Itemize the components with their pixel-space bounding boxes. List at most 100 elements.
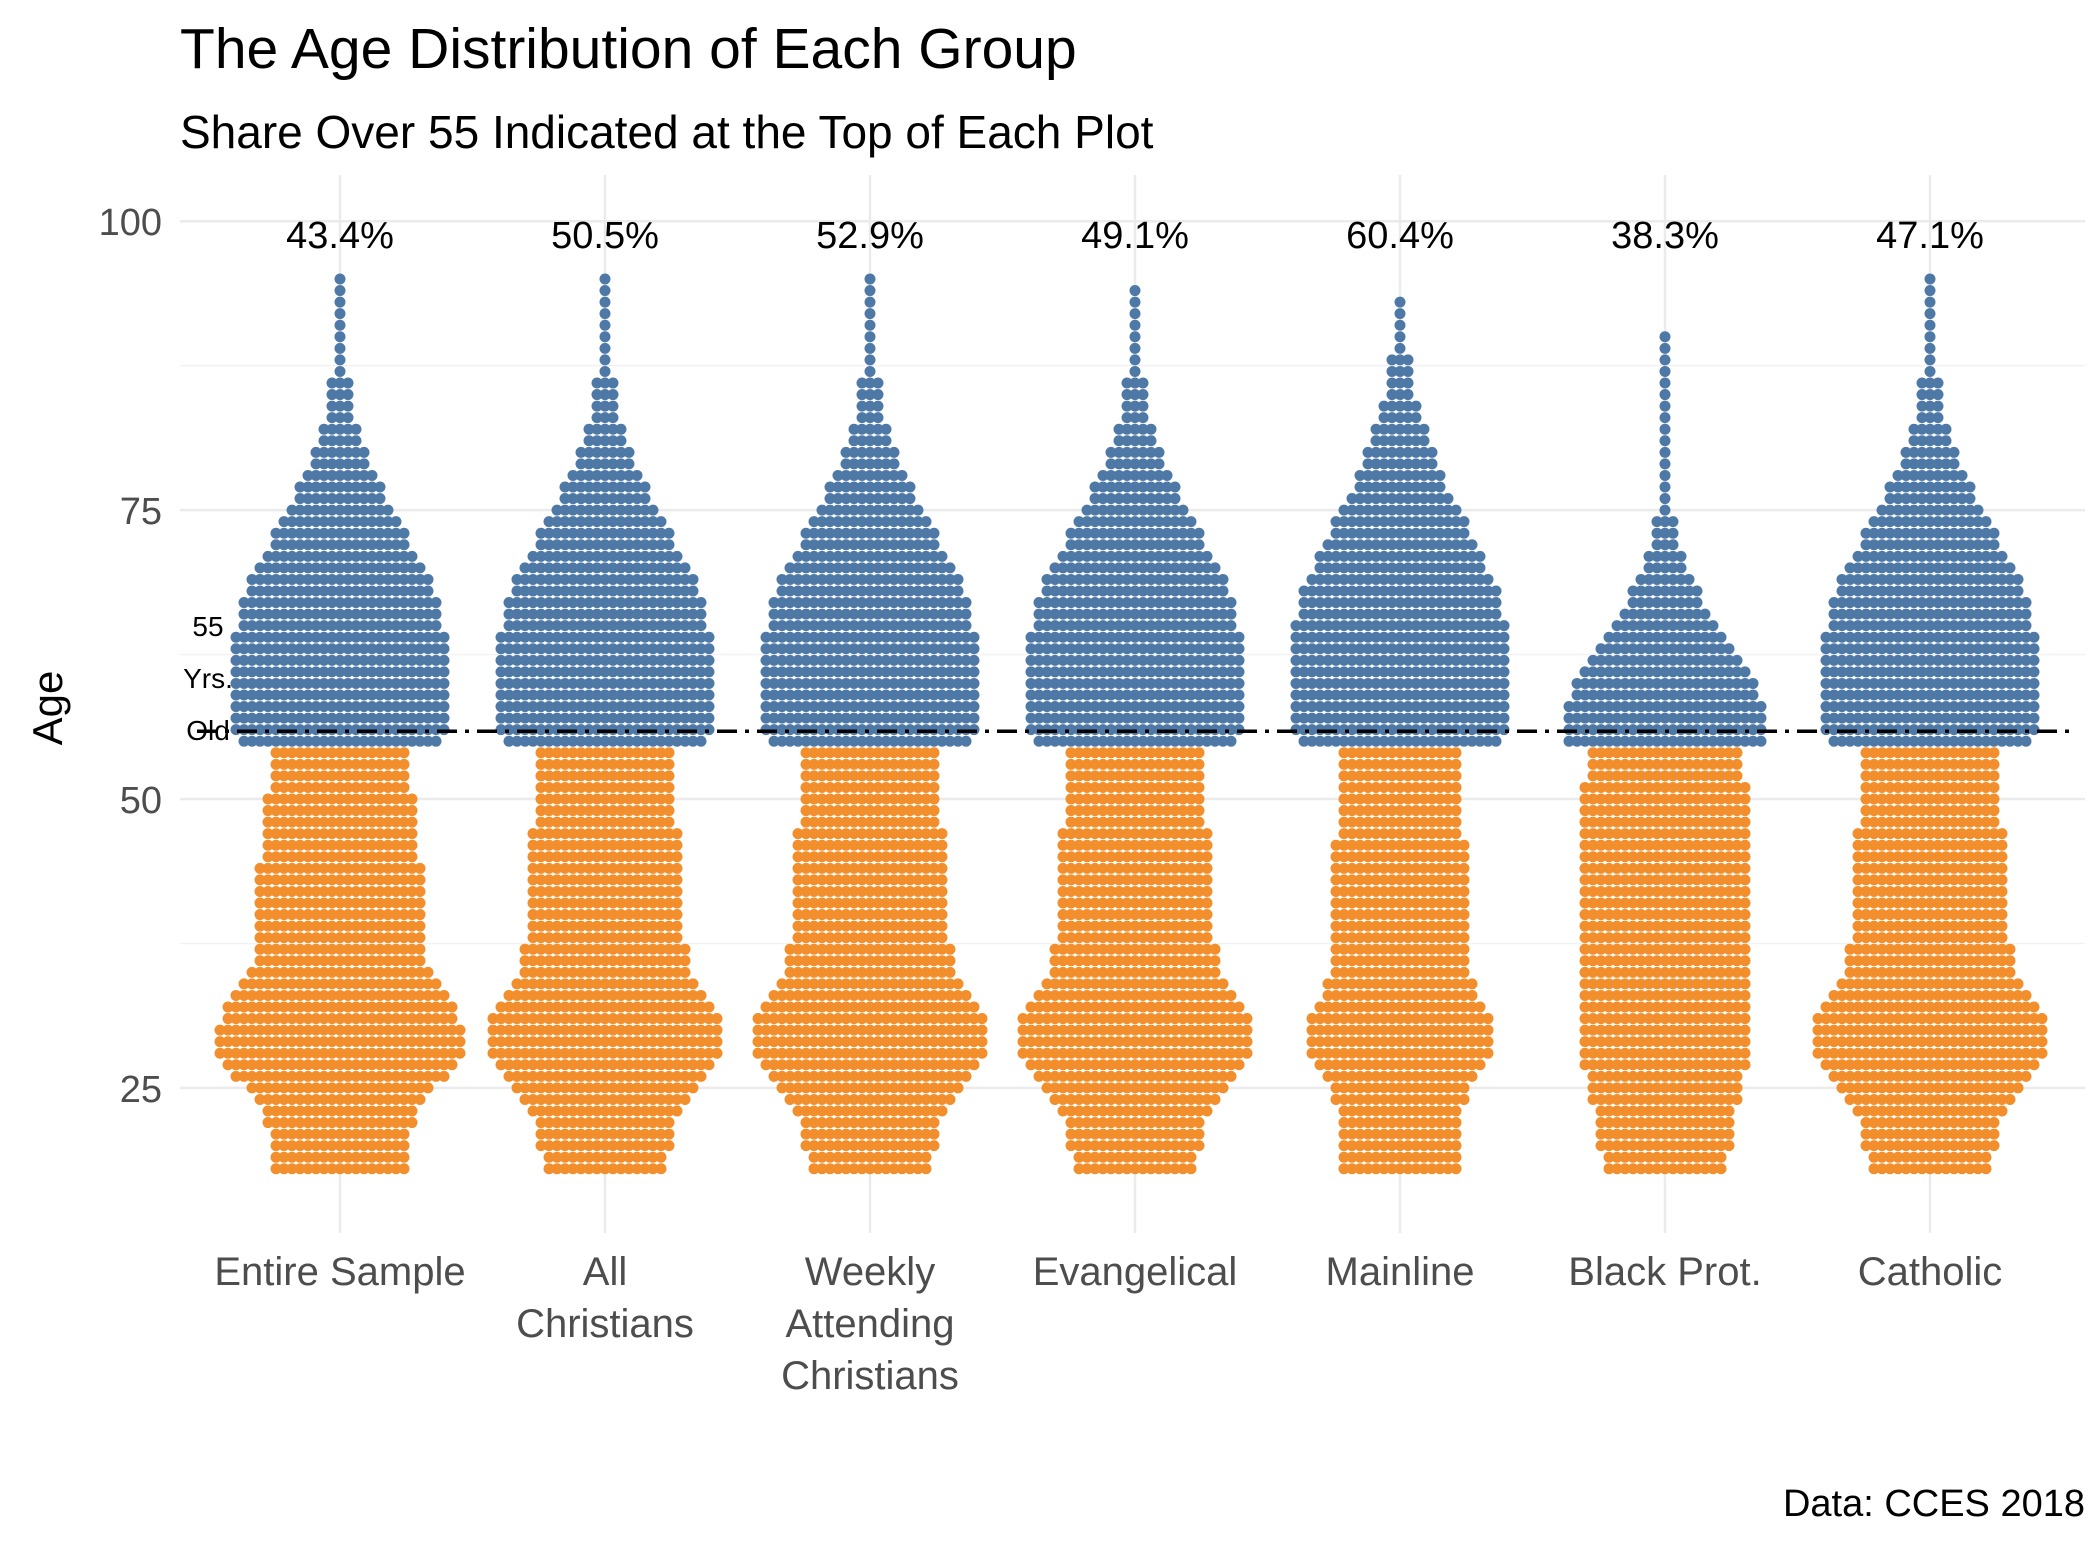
dot-over-55 <box>422 677 434 689</box>
dot-under-55 <box>406 897 418 909</box>
dot-over-55 <box>286 585 298 597</box>
dot-under-55 <box>334 1140 346 1152</box>
dot-under-55 <box>246 966 258 978</box>
dot-under-55 <box>286 1001 298 1013</box>
dot-over-55 <box>438 643 450 655</box>
dot-under-55 <box>350 932 362 944</box>
dot-under-55 <box>575 1001 587 1013</box>
dot-under-55 <box>559 1059 571 1071</box>
dot-under-55 <box>390 909 402 921</box>
dot-under-55 <box>374 1059 386 1071</box>
dot-over-55 <box>278 608 290 620</box>
dot-under-55 <box>294 839 306 851</box>
dot-under-55 <box>382 793 394 805</box>
dot-under-55 <box>591 1128 603 1140</box>
dot-under-55 <box>342 816 354 828</box>
dot-under-55 <box>936 828 948 840</box>
dot-under-55 <box>318 839 330 851</box>
dot-under-55 <box>398 1013 410 1025</box>
dot-over-55 <box>398 631 410 643</box>
dot-over-55 <box>599 285 611 297</box>
dot-under-55 <box>382 1001 394 1013</box>
dot-under-55 <box>414 1070 426 1082</box>
dot-under-55 <box>647 1163 659 1175</box>
dot-under-55 <box>366 1105 378 1117</box>
dot-under-55 <box>559 1151 571 1163</box>
dot-under-55 <box>326 966 338 978</box>
dot-under-55 <box>631 1001 643 1013</box>
dot-under-55 <box>390 1047 402 1059</box>
dot-under-55 <box>262 805 274 817</box>
dot-under-55 <box>527 1059 539 1071</box>
dot-over-55 <box>430 712 442 724</box>
dot-under-55 <box>310 1001 322 1013</box>
dot-under-55 <box>342 1070 354 1082</box>
dot-under-55 <box>519 1036 531 1048</box>
dot-over-55 <box>238 620 250 632</box>
dot-over-55 <box>414 701 426 713</box>
dot-under-55 <box>350 897 362 909</box>
dot-over-55 <box>398 689 410 701</box>
dot-under-55 <box>358 978 370 990</box>
dot-under-55 <box>358 851 370 863</box>
dot-over-55 <box>342 389 354 401</box>
dot-over-55 <box>326 400 338 412</box>
dot-under-55 <box>551 1117 563 1129</box>
dot-over-55 <box>302 631 314 643</box>
dot-under-55 <box>639 1117 651 1129</box>
dot-over-55 <box>350 493 362 505</box>
dot-under-55 <box>302 1059 314 1071</box>
dot-over-55 <box>326 689 338 701</box>
dot-over-55 <box>326 608 338 620</box>
dot-under-55 <box>583 1093 595 1105</box>
dot-over-55 <box>334 493 346 505</box>
dot-over-55 <box>358 608 370 620</box>
dot-under-55 <box>639 1001 651 1013</box>
dot-under-55 <box>374 758 386 770</box>
dot-over-55 <box>366 666 378 678</box>
dot-over-55 <box>246 631 258 643</box>
dot-under-55 <box>535 1105 547 1117</box>
dot-over-55 <box>599 354 611 366</box>
dot-over-55 <box>286 573 298 585</box>
dot-under-55 <box>374 1036 386 1048</box>
dot-under-55 <box>390 758 402 770</box>
dot-under-55 <box>230 1047 242 1059</box>
dot-under-55 <box>382 781 394 793</box>
dot-over-55 <box>968 654 980 666</box>
dot-under-55 <box>350 793 362 805</box>
dot-under-55 <box>551 1001 563 1013</box>
dot-under-55 <box>430 1070 442 1082</box>
dot-over-55 <box>270 631 282 643</box>
dot-over-55 <box>350 481 362 493</box>
dot-under-55 <box>655 1093 667 1105</box>
dot-under-55 <box>639 1059 651 1071</box>
dot-under-55 <box>406 989 418 1001</box>
dot-under-55 <box>575 1059 587 1071</box>
dot-under-55 <box>350 955 362 967</box>
dot-under-55 <box>382 955 394 967</box>
dot-over-55 <box>398 654 410 666</box>
dot-under-55 <box>366 978 378 990</box>
dot-under-55 <box>358 1117 370 1129</box>
dot-under-55 <box>342 909 354 921</box>
dot-under-55 <box>254 1024 266 1036</box>
dot-under-55 <box>390 781 402 793</box>
dot-under-55 <box>575 1163 587 1175</box>
dot-under-55 <box>928 770 940 782</box>
dot-under-55 <box>334 781 346 793</box>
dot-under-55 <box>671 920 683 932</box>
dot-under-55 <box>543 1093 555 1105</box>
dot-under-55 <box>342 781 354 793</box>
dot-under-55 <box>302 793 314 805</box>
dot-under-55 <box>1193 1128 1205 1140</box>
dot-over-55 <box>1233 701 1245 713</box>
dot-under-55 <box>639 1105 651 1117</box>
dot-under-55 <box>350 828 362 840</box>
dot-under-55 <box>1201 932 1213 944</box>
dot-over-55 <box>438 689 450 701</box>
dot-under-55 <box>543 1140 555 1152</box>
dot-under-55 <box>254 909 266 921</box>
dot-over-55 <box>390 677 402 689</box>
dot-under-55 <box>398 1117 410 1129</box>
